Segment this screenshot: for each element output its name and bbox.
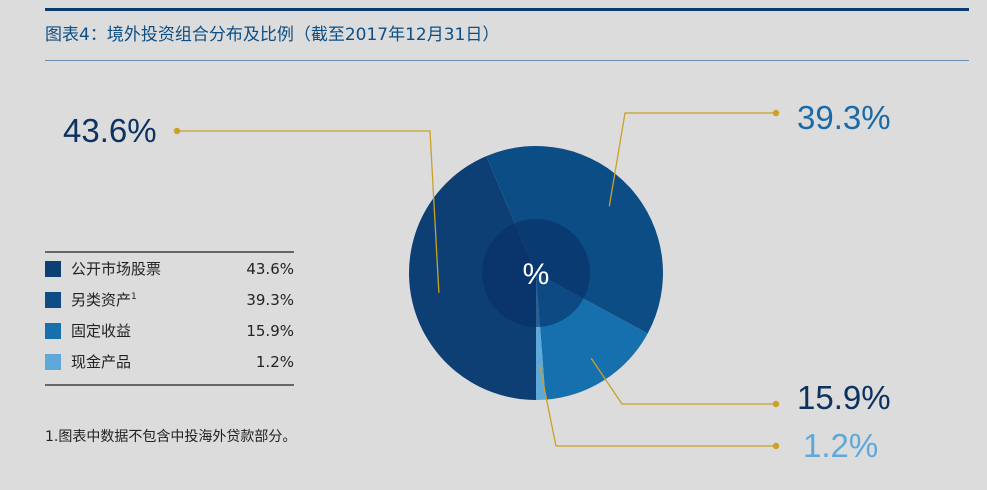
leader-dot-alternatives [772,109,780,117]
leader-dot-fixed-income [772,400,780,408]
legend-item-fixed-income: 固定收益 15.9% [45,315,294,346]
legend-value: 43.6% [246,259,294,278]
footnote: 1.图表中数据不包含中投海外贷款部分。 [45,429,297,445]
slice-label-alternatives: 39.3% [797,99,891,136]
leader-line-cash [538,364,776,447]
leader-dot-cash [772,442,780,450]
top-rule [45,8,969,11]
slice-label-equities: 43.6% [63,112,157,149]
leader-line-alternatives [608,112,776,207]
legend-value: 15.9% [246,321,294,340]
legend-top-rule [45,251,294,253]
legend-value: 1.2% [255,352,294,371]
legend-swatch-fixed-income [45,322,61,339]
legend-swatch-alternatives [45,291,61,308]
slice-label-fixed-income: 15.9% [797,379,891,416]
legend-name: 现金产品 [71,353,132,371]
legend-name: 公开市场股票 [71,260,162,278]
legend-name: 另类资产 [71,291,132,309]
slice-label-cash: 1.2% [803,427,879,464]
legend-name: 固定收益 [71,322,132,340]
leader-line-equities [177,130,440,293]
legend-footnote-mark: 1 [131,292,137,302]
legend-bottom-rule [45,384,294,386]
leader-dot-equities [173,127,181,135]
chart-title: 图表4：境外投资组合分布及比例（截至2017年12月31日） [45,25,500,45]
legend: 公开市场股票 43.6% 另类资产1 39.3% 固定收益 15.9% 现金产品… [45,251,294,386]
pie-slice-equities [409,156,536,400]
leader-line-fixed-income [590,357,776,405]
pie-center-hub [482,219,590,327]
legend-value: 39.3% [246,290,294,309]
legend-swatch-equities [45,260,61,277]
legend-item-equities: 公开市场股票 43.6% [45,253,294,284]
legend-item-alternatives: 另类资产1 39.3% [45,284,294,315]
title-rule [45,60,969,61]
leader-lines [173,109,780,450]
legend-item-cash: 现金产品 1.2% [45,346,294,377]
pie-center-label: % [523,258,550,291]
legend-swatch-cash [45,353,61,370]
